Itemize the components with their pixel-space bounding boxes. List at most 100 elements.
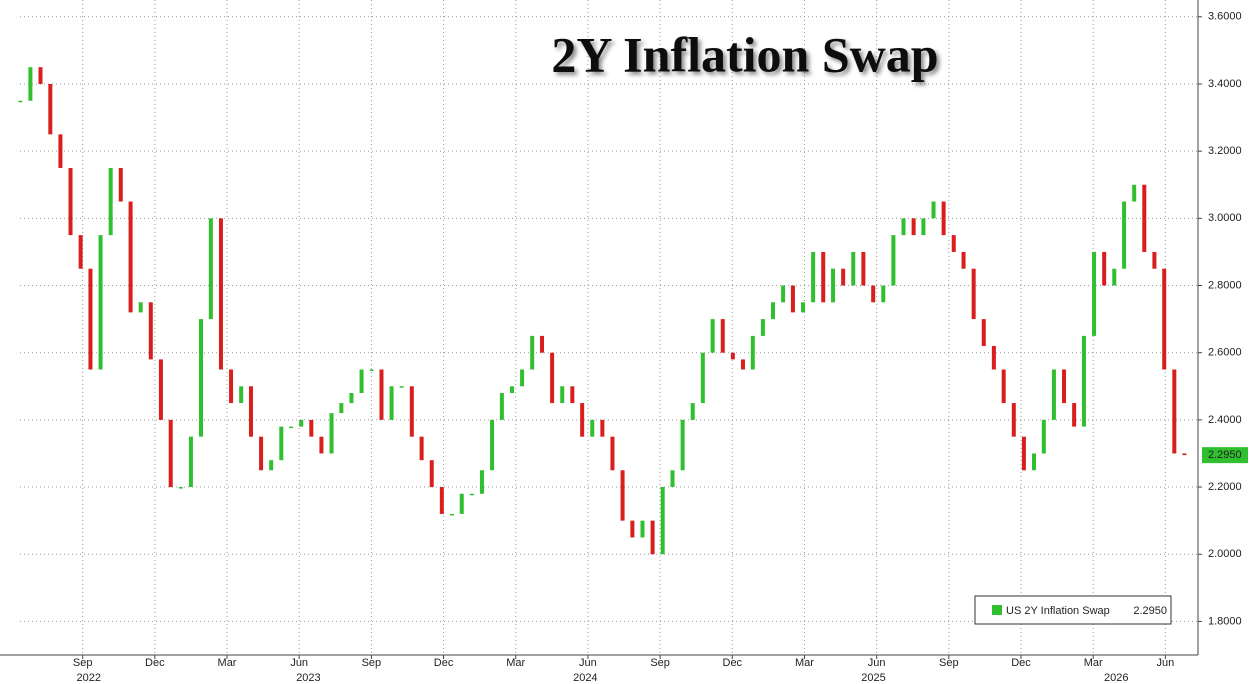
candle (951, 235, 956, 252)
candle (319, 436, 324, 454)
candle (429, 460, 434, 488)
candle (128, 201, 133, 313)
candle (1032, 453, 1037, 471)
candle (630, 520, 635, 538)
candle (18, 100, 23, 103)
x-tick-label: Dec (723, 657, 743, 669)
candles (18, 67, 1187, 555)
candle (479, 470, 484, 494)
candle (921, 218, 926, 236)
candle (158, 359, 163, 420)
candle (680, 419, 685, 471)
candle (811, 251, 816, 303)
candle (710, 319, 715, 353)
candle (931, 201, 936, 219)
candle (1112, 268, 1117, 286)
x-tick-label: Dec (145, 657, 165, 669)
candle (138, 302, 143, 313)
candle (329, 413, 334, 454)
last-price-label: 2.2950 (1208, 449, 1242, 461)
year-label: 2023 (296, 672, 320, 684)
candle (279, 426, 284, 461)
labels: 1.8000 2.0000 2.2000 2.4000 2.6000 2.8000 3.00… (73, 11, 1248, 684)
x-tick-label: Sep (73, 657, 93, 669)
candle (851, 251, 856, 286)
y-tick-label: 3.6000 (1208, 11, 1242, 23)
x-tick-label: Mar (1084, 657, 1103, 669)
x-tick-label: Sep (939, 657, 959, 669)
candle (1142, 184, 1147, 252)
candle (560, 386, 565, 404)
candle (1092, 251, 1097, 336)
candle (570, 386, 575, 404)
candle (28, 67, 33, 101)
candle (88, 268, 93, 370)
candle (409, 386, 414, 437)
candle (790, 285, 795, 313)
candle (349, 393, 354, 404)
candle (449, 513, 454, 516)
candle (168, 419, 173, 488)
candle (218, 218, 223, 370)
candle (801, 302, 806, 313)
candle (98, 235, 103, 370)
candle (760, 319, 765, 336)
candle (1132, 184, 1137, 202)
x-tick-label: Mar (506, 657, 525, 669)
candle (941, 201, 946, 236)
candle (1102, 251, 1107, 286)
candle (1162, 268, 1167, 370)
candle (640, 520, 645, 538)
candle (650, 520, 655, 555)
candle (58, 134, 63, 168)
x-tick-label: Jun (868, 657, 886, 669)
candle (660, 487, 665, 555)
candle (248, 386, 253, 437)
legend-last-value: 2.2950 (1133, 605, 1167, 617)
candle (68, 167, 73, 236)
candle (861, 251, 866, 286)
y-tick-label: 2.6000 (1208, 347, 1242, 359)
candle (188, 436, 193, 488)
chart-title: 2Y Inflation Swap (551, 26, 938, 82)
candle (911, 218, 916, 236)
candle (208, 218, 213, 320)
candle (520, 369, 525, 387)
candle (841, 268, 846, 286)
candle (469, 493, 474, 496)
candle (289, 426, 294, 429)
candle (781, 285, 786, 303)
candle (891, 235, 896, 286)
candle (369, 369, 374, 371)
candle (148, 302, 153, 360)
x-tick-label: Jun (290, 657, 308, 669)
candle (1081, 335, 1086, 427)
candle (1001, 369, 1006, 404)
candle (490, 419, 495, 471)
candle (1011, 403, 1016, 437)
candle (730, 352, 735, 360)
candle (690, 403, 695, 420)
x-tick-label: Dec (1011, 657, 1031, 669)
candle (269, 460, 274, 471)
candle (299, 419, 304, 427)
candle (439, 487, 444, 514)
candle (981, 319, 986, 346)
candle (971, 268, 976, 320)
candle (339, 403, 344, 414)
year-label: 2025 (861, 672, 885, 684)
y-tick-label: 3.2000 (1208, 145, 1242, 157)
candle (881, 285, 886, 303)
candle (1172, 369, 1177, 454)
y-tick-label: 2.2000 (1208, 481, 1242, 493)
candle (871, 285, 876, 303)
y-tick-label: 2.0000 (1208, 548, 1242, 560)
candle (1122, 201, 1127, 269)
candle (590, 419, 595, 437)
candle (901, 218, 906, 236)
candle (1072, 403, 1077, 427)
x-tick-label: Jun (1156, 657, 1174, 669)
x-tick-label: Mar (218, 657, 237, 669)
year-label: 2026 (1104, 672, 1128, 684)
